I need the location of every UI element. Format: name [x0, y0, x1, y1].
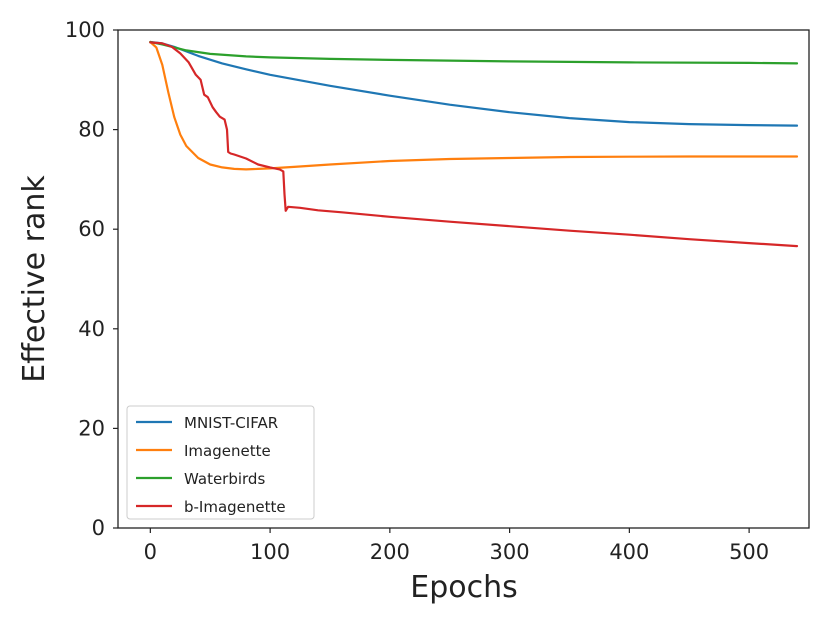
- x-axis-label: Epochs: [410, 570, 518, 605]
- x-tick-label: 100: [250, 540, 290, 564]
- y-axis-label: Effective rank: [17, 175, 52, 383]
- x-tick-label: 0: [144, 540, 157, 564]
- y-tick-label: 20: [78, 416, 105, 440]
- series-line-b-imagenette: [149, 41, 799, 248]
- legend-box: [126, 405, 315, 520]
- x-axis-ticks: 0 100 200 300 400 500: [144, 528, 769, 564]
- legend-label: Waterbirds: [184, 470, 265, 488]
- y-tick-label: 80: [78, 118, 105, 142]
- legend-label: b-Imagenette: [184, 498, 286, 516]
- y-tick-label: 60: [78, 217, 105, 241]
- legend-label: Imagenette: [184, 442, 271, 460]
- x-tick-label: 300: [490, 540, 530, 564]
- x-tick-label: 200: [370, 540, 410, 564]
- legend: MNIST-CIFAR Imagenette Waterbirds b-Imagene…: [126, 405, 315, 520]
- series-lines: [149, 40, 799, 248]
- x-tick-label: 500: [729, 540, 769, 564]
- y-tick-label: 0: [92, 516, 105, 540]
- legend-label: MNIST-CIFAR: [184, 414, 278, 432]
- y-tick-label: 100: [65, 18, 105, 42]
- series-line-imagenette: [149, 40, 799, 171]
- y-tick-label: 40: [78, 317, 105, 341]
- x-tick-label: 400: [609, 540, 649, 564]
- y-axis-ticks: 0 20 40 60 80 100: [65, 18, 118, 540]
